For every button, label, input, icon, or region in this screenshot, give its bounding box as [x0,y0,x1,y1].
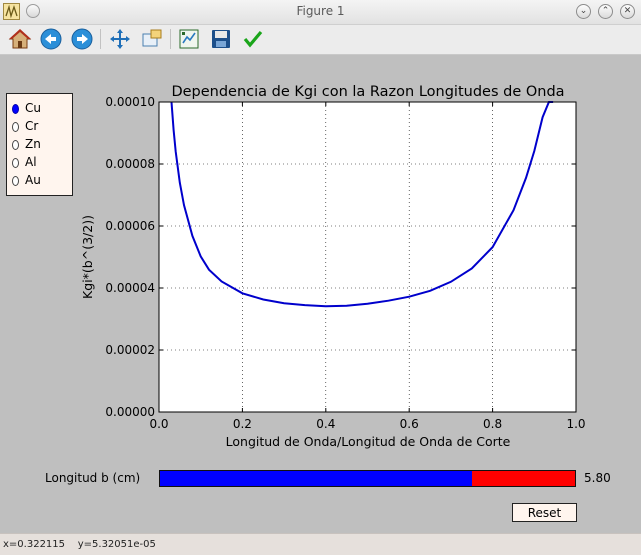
y-tick-label: 0.00002 [105,343,155,357]
back-arrow-icon [40,28,62,50]
radio-dot-icon [12,176,19,186]
maximize-button[interactable]: ⌃ [598,4,613,19]
title-bar: Figure 1 ⌄ ⌃ ✕ [0,0,641,25]
chart-title: Dependencia de Kgi con la Razon Longitud… [171,84,564,100]
y-tick-label: 0.00010 [105,95,155,109]
edit-button[interactable] [241,27,265,51]
forward-button[interactable] [70,27,94,51]
close-button[interactable]: ✕ [620,4,635,19]
home-icon [8,29,32,49]
slider-value: 5.80 [584,471,611,485]
radio-dot-icon [12,104,19,114]
window-title: Figure 1 [296,4,345,18]
pan-button[interactable] [108,27,132,51]
radio-dot-icon [12,158,19,168]
radio-label: Cr [25,119,39,133]
grid-lines [159,102,576,412]
length-slider[interactable] [159,470,576,487]
x-tick-label: 1.0 [566,417,585,431]
zoom-button[interactable] [140,27,164,51]
x-tick-label: 0.8 [483,417,502,431]
plot-frame [158,101,577,413]
radio-label: Al [25,155,37,169]
status-bar: x=0.322115 y=5.32051e-05 [0,533,641,555]
material-radio-group: Cu Cr Zn Al Au [6,93,73,196]
forward-arrow-icon [71,28,93,50]
edit-check-icon [243,30,263,48]
y-tick-label: 0.00006 [105,219,155,233]
back-button[interactable] [39,27,63,51]
slider-label: Longitud b (cm) [45,471,141,485]
radio-label: Zn [25,137,41,151]
home-button[interactable] [8,27,32,51]
save-button[interactable] [209,27,233,51]
y-axis-label: Kgi*(b^(3/2)) [80,215,95,299]
window-menu-button[interactable] [26,4,40,18]
y-tick-label: 0.00004 [105,281,155,295]
cursor-coordinates: x=0.322115 y=5.32051e-05 [3,539,156,550]
radio-dot-icon [12,122,19,132]
subplots-button[interactable] [177,27,201,51]
save-disk-icon [212,30,230,48]
chevron-down-icon: ⌄ [579,6,588,16]
minimize-button[interactable]: ⌄ [576,4,591,19]
toolbar-separator [170,29,171,49]
axis-ticks: 0.0 0.2 0.4 0.6 0.8 1.0 0.00000 0.00002 0.00004 0… [105,95,585,431]
radio-label: Cu [25,101,41,115]
toolbar-separator [100,29,101,49]
slider-fill [160,471,473,486]
plot-area[interactable] [159,102,576,412]
subplots-config-icon [179,29,199,49]
x-tick-label: 0.0 [149,417,168,431]
app-icon[interactable] [3,3,20,20]
reset-button[interactable]: Reset [512,503,577,522]
y-tick-label: 0.00008 [105,157,155,171]
x-tick-label: 0.4 [316,417,335,431]
kgi-chart[interactable]: Dependencia de Kgi con la Razon Longitud… [0,0,641,470]
x-tick-label: 0.2 [233,417,252,431]
x-tick-label: 0.6 [400,417,419,431]
zoom-rect-icon [142,29,162,47]
y-tick-label: 0.00000 [105,405,155,419]
navigation-toolbar [0,25,641,55]
chevron-up-icon: ⌃ [601,6,610,16]
radio-label: Au [25,173,41,187]
x-axis-label: Longitud de Onda/Longitud de Onda de Cor… [226,434,511,449]
close-icon: ✕ [623,6,632,16]
series-line [170,101,554,308]
radio-dot-icon [12,140,19,150]
pan-move-icon [110,29,130,49]
